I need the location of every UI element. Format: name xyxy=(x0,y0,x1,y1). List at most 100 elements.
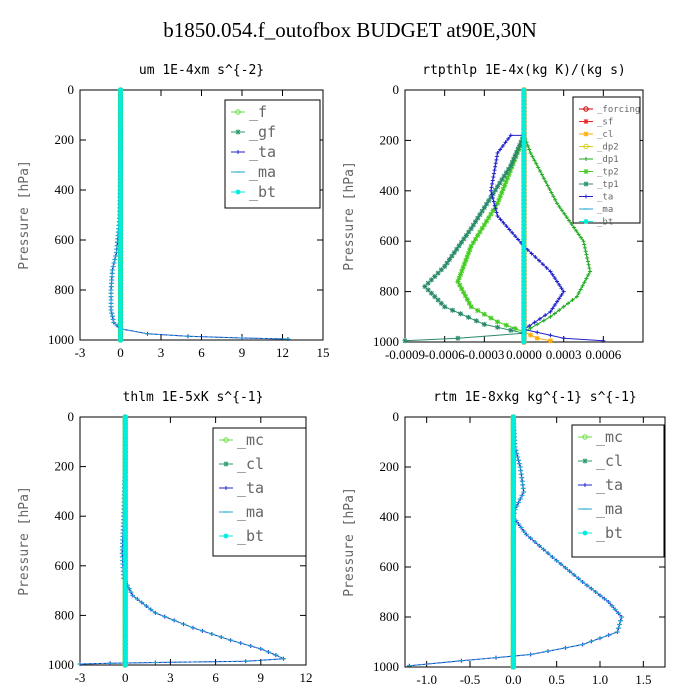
legend-entry: _cl xyxy=(597,130,613,140)
data-point xyxy=(122,547,128,553)
data-point xyxy=(118,91,123,96)
legend-entry: _ta xyxy=(597,193,613,203)
data-point xyxy=(491,199,496,204)
legend-box xyxy=(571,424,665,558)
data-point xyxy=(118,302,123,308)
data-point xyxy=(490,178,495,183)
data-point xyxy=(118,108,123,114)
data-point xyxy=(118,305,123,311)
data-point xyxy=(521,197,527,203)
data-point xyxy=(521,272,527,277)
data-point xyxy=(510,506,516,511)
data-point xyxy=(122,585,128,591)
data-point xyxy=(510,432,516,438)
data-point xyxy=(510,625,516,631)
data-point xyxy=(118,119,123,125)
data-point xyxy=(122,453,128,458)
data-point xyxy=(486,198,492,204)
data-point xyxy=(517,142,523,148)
data-point xyxy=(521,321,527,327)
data-point xyxy=(122,414,128,420)
data-point xyxy=(552,303,557,308)
data-point xyxy=(510,523,516,529)
legend-marker xyxy=(223,461,229,467)
legend-entry: _ma xyxy=(237,503,264,521)
x-tick-label: 12 xyxy=(276,345,289,360)
data-point xyxy=(510,551,516,557)
legend: _mc _cl _ta _ma _bt xyxy=(571,424,665,558)
data-point xyxy=(122,634,128,640)
data-point xyxy=(118,182,123,188)
data-point xyxy=(473,219,479,225)
data-point xyxy=(521,105,527,111)
x-tick-label: 15 xyxy=(317,345,330,360)
data-point xyxy=(510,449,516,455)
data-point xyxy=(521,289,527,295)
data-point xyxy=(118,143,123,149)
data-point xyxy=(458,311,464,317)
data-point xyxy=(489,185,494,190)
x-tick-label: 12 xyxy=(300,670,313,685)
panel-2: rtpthlp 1E-4x(kg K)/(kg s) Pressure [hPa]… xyxy=(342,63,644,362)
data-point xyxy=(122,522,128,528)
data-point xyxy=(510,629,516,635)
data-point xyxy=(488,315,494,321)
data-point xyxy=(509,164,515,170)
data-point xyxy=(521,94,527,100)
data-point xyxy=(491,175,496,180)
y-tick-label: 400 xyxy=(55,508,75,523)
data-point xyxy=(122,425,128,430)
legend-marker xyxy=(224,486,228,490)
legend-box xyxy=(212,427,307,557)
data-point xyxy=(122,662,128,668)
data-point xyxy=(118,129,123,135)
series-bt xyxy=(521,87,527,345)
data-point xyxy=(587,266,592,271)
data-point xyxy=(547,338,553,344)
data-point xyxy=(493,161,498,166)
panel-3: thlm 1E-5xK s^{-1} Pressure [hPa] 0 200 400 6… xyxy=(17,390,313,685)
data-point xyxy=(555,279,560,284)
data-point xyxy=(118,249,123,255)
data-point xyxy=(122,470,128,476)
legend-entry: _f xyxy=(249,103,267,121)
data-point xyxy=(521,183,527,189)
data-point xyxy=(521,204,527,210)
data-point xyxy=(503,140,508,145)
data-point xyxy=(484,201,490,207)
data-point xyxy=(548,314,553,319)
x-tick-label: 6 xyxy=(198,345,205,360)
x-tick-label: 0.0 xyxy=(505,672,521,687)
y-tick-label: 0 xyxy=(393,409,400,424)
data-point xyxy=(537,258,542,263)
data-point xyxy=(465,314,471,320)
data-point xyxy=(574,228,579,233)
data-point xyxy=(521,133,527,139)
legend-entry: _ta xyxy=(249,143,276,161)
data-point xyxy=(122,603,128,609)
legend-marker xyxy=(583,143,589,150)
data-point xyxy=(521,222,527,228)
data-point xyxy=(464,254,470,260)
data-point xyxy=(428,277,434,283)
data-point xyxy=(510,590,516,596)
data-point xyxy=(510,520,516,526)
data-point xyxy=(503,322,509,328)
data-point xyxy=(548,269,553,274)
data-point xyxy=(122,620,128,626)
data-point xyxy=(510,580,516,585)
data-point xyxy=(118,161,123,167)
data-point xyxy=(510,446,516,452)
data-point xyxy=(481,222,487,228)
legend-box xyxy=(572,96,641,224)
data-point xyxy=(521,254,527,260)
y-tick-label: 1000 xyxy=(48,657,74,672)
data-point xyxy=(122,477,128,483)
x-tick-label: -0.0009 xyxy=(385,347,425,362)
data-point xyxy=(584,252,589,257)
data-point xyxy=(490,181,495,186)
data-point xyxy=(493,164,498,169)
legend-entry: _cl xyxy=(596,452,623,470)
data-point xyxy=(601,338,606,343)
